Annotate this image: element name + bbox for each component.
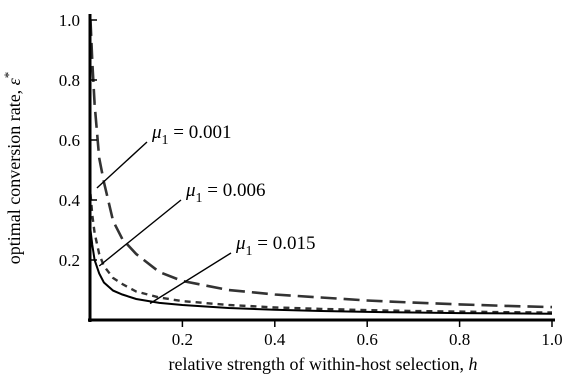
x-axis-title: relative strength of within-host selecti… bbox=[169, 354, 478, 374]
series-line-2 bbox=[89, 193, 553, 314]
y-tick-label: 1.0 bbox=[59, 11, 80, 30]
annotation-layer: μ1 = 0.001 μ1 = 0.006 μ1 = 0.015 bbox=[96, 122, 316, 305]
series-label-3: μ1 = 0.015 bbox=[235, 233, 316, 259]
annotation-leader-2 bbox=[98, 199, 182, 267]
y-tick-label: 0.4 bbox=[59, 191, 81, 210]
series-line-1 bbox=[89, 19, 553, 309]
x-tick-label: 1.0 bbox=[541, 330, 562, 349]
series-label-2: μ1 = 0.006 bbox=[185, 180, 266, 206]
annotation-leader-3 bbox=[149, 252, 232, 305]
series-label-1: μ1 = 0.001 bbox=[151, 122, 232, 148]
series-line-3 bbox=[89, 229, 553, 315]
y-tick-label: 0.8 bbox=[59, 71, 80, 90]
y-tick-label: 0.6 bbox=[59, 131, 80, 150]
x-tick-label: 0.4 bbox=[264, 330, 286, 349]
annotation-leader-1 bbox=[96, 141, 148, 189]
tick-layer: 0.2 0.4 0.6 0.8 1.0 0.2 0.4 0.6 0.8 1.0 bbox=[59, 11, 563, 349]
y-axis-title: optimal conversion rate, ε* bbox=[1, 72, 25, 265]
x-tick-label: 0.6 bbox=[357, 330, 378, 349]
y-tick-label: 0.2 bbox=[59, 251, 80, 270]
x-tick-label: 0.2 bbox=[172, 330, 193, 349]
x-tick-label: 0.8 bbox=[449, 330, 470, 349]
series-layer bbox=[89, 19, 553, 315]
